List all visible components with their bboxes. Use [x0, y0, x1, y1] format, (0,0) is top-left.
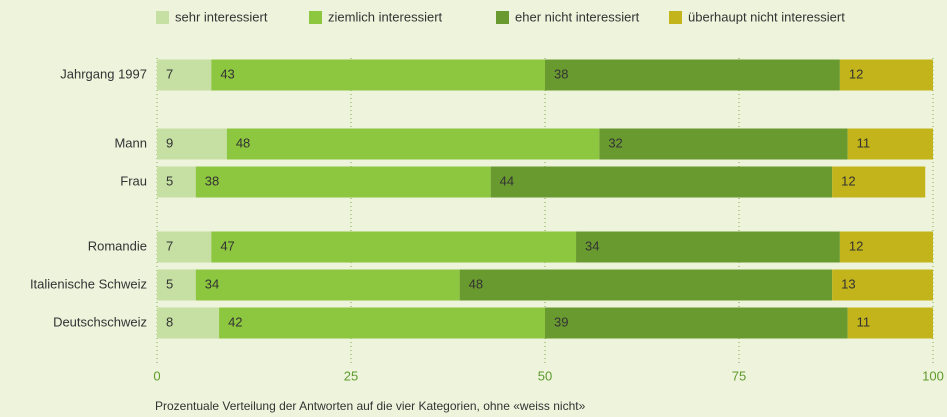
footnote: Prozentuale Verteilung der Antworten auf… — [155, 399, 586, 413]
bar-segment — [211, 59, 545, 91]
data-label: 34 — [585, 238, 599, 253]
bar-segment — [195, 166, 491, 198]
x-tick-label: 100 — [922, 368, 944, 383]
x-tick-label: 75 — [732, 368, 746, 383]
data-label: 38 — [205, 173, 219, 188]
legend-swatch — [309, 11, 322, 24]
y-tick-label: Frau — [120, 173, 147, 188]
y-tick-label: Italienische Schweiz — [30, 276, 147, 291]
data-label: 32 — [608, 135, 622, 150]
bar-segment — [832, 269, 933, 301]
data-label: 5 — [166, 276, 173, 291]
bar-segment — [157, 269, 196, 301]
data-label: 8 — [166, 314, 173, 329]
data-label: 42 — [228, 314, 242, 329]
data-label: 13 — [841, 276, 855, 291]
legend-label: überhaupt nicht interessiert — [688, 9, 845, 24]
data-label: 44 — [500, 173, 514, 188]
data-label: 43 — [220, 66, 234, 81]
bar-segment — [490, 166, 833, 198]
y-tick-label: Mann — [114, 135, 147, 150]
bar-segment — [157, 307, 220, 339]
bar-segment — [576, 231, 840, 263]
bar-segment — [847, 128, 933, 160]
data-label: 7 — [166, 66, 173, 81]
x-tick-label: 25 — [344, 368, 358, 383]
bar-segment — [219, 307, 545, 339]
y-tick-label: Deutschschweiz — [53, 314, 147, 329]
data-label: 7 — [166, 238, 173, 253]
x-tick-label: 50 — [538, 368, 552, 383]
bar-segment — [839, 231, 933, 263]
data-label: 39 — [554, 314, 568, 329]
legend-swatch — [496, 11, 509, 24]
bar-segment — [157, 166, 196, 198]
data-label: 34 — [205, 276, 219, 291]
data-label: 11 — [857, 314, 871, 329]
bar-segment — [195, 269, 460, 301]
data-label: 11 — [857, 135, 871, 150]
legend-label: sehr interessiert — [175, 9, 268, 24]
legend-label: ziemlich interessiert — [328, 9, 443, 24]
bar-segment — [226, 128, 600, 160]
data-label: 9 — [166, 135, 173, 150]
x-tick-label: 0 — [153, 368, 160, 383]
data-label: 12 — [849, 66, 863, 81]
data-label: 38 — [554, 66, 568, 81]
bar-segment — [545, 59, 840, 91]
bar-segment — [847, 307, 933, 339]
y-tick-label: Jahrgang 1997 — [60, 66, 147, 81]
bar-segment — [211, 231, 577, 263]
bar-segment — [157, 231, 212, 263]
bar-segment — [832, 166, 926, 198]
bar-segment — [545, 307, 848, 339]
data-label: 12 — [849, 238, 863, 253]
legend-swatch — [669, 11, 682, 24]
data-label: 48 — [469, 276, 483, 291]
legend-swatch — [156, 11, 169, 24]
data-label: 48 — [236, 135, 250, 150]
legend-label: eher nicht interessiert — [515, 9, 640, 24]
data-label: 47 — [220, 238, 234, 253]
bar-segment — [157, 59, 212, 91]
bar-segment — [157, 128, 227, 160]
bar-segment — [599, 128, 848, 160]
bar-segment — [839, 59, 933, 91]
y-tick-label: Romandie — [88, 238, 147, 253]
data-label: 5 — [166, 173, 173, 188]
data-label: 12 — [841, 173, 855, 188]
bar-segment — [459, 269, 833, 301]
